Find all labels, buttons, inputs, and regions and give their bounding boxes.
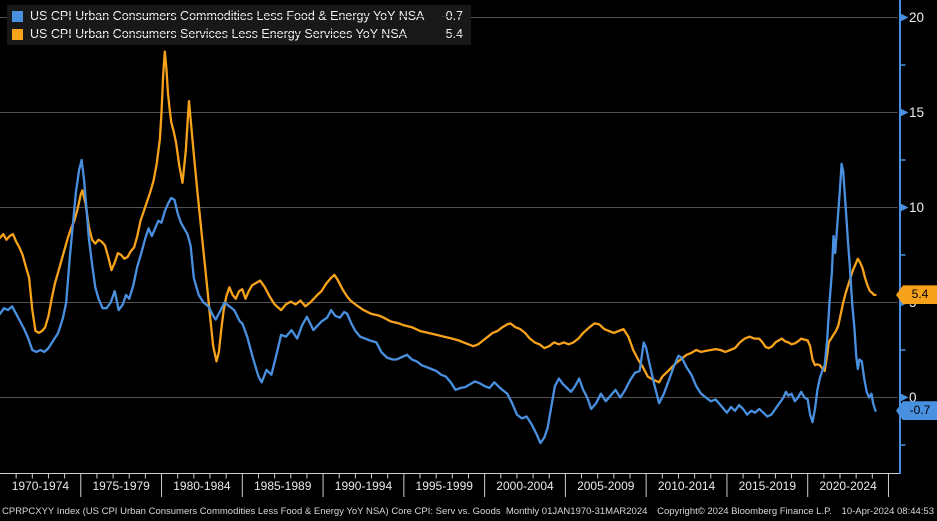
y-axis-label-10: 10 [909, 200, 925, 215]
x-axis-label-1995-1999: 1995-1999 [415, 479, 473, 493]
last-value-badge-commodities: -0.7 [896, 401, 937, 421]
series-line-commodities [0, 158, 877, 445]
x-axis-label-2015-2019: 2015-2019 [738, 479, 796, 493]
legend-item-commodities[interactable]: US CPI Urban Consumers Commodities Less … [12, 7, 466, 25]
y-major-tick-arrow [899, 108, 909, 117]
x-axis-label-1975-1979: 1975-1979 [92, 479, 150, 493]
y-axis-label-15: 15 [909, 105, 925, 120]
x-axis-label-2005-2009: 2005-2009 [577, 479, 635, 493]
x-axis-label-1990-1994: 1990-1994 [334, 479, 393, 493]
last-value-badge-services: 5.4 [896, 285, 937, 305]
y-axis-label-20: 20 [909, 10, 925, 25]
legend-value-commodities: -0.7 [441, 9, 463, 23]
legend-value-services: 5.4 [445, 27, 463, 41]
y-major-tick-arrow [899, 13, 909, 22]
legend-label-commodities: US CPI Urban Consumers Commodities Less … [30, 9, 425, 23]
x-axis-label-1970-1974: 1970-1974 [11, 479, 70, 493]
legend: US CPI Urban Consumers Commodities Less … [7, 5, 471, 45]
footer-copyright: Copyright© 2024 Bloomberg Finance L.P. [657, 505, 832, 517]
x-axis-label-2020-2024: 2020-2024 [819, 479, 877, 493]
y-major-tick-arrow [899, 393, 909, 402]
x-axis-label-2000-2004: 2000-2004 [496, 479, 554, 493]
legend-swatch-services-icon [12, 28, 23, 40]
legend-label-services: US CPI Urban Consumers Services Less Ene… [30, 27, 408, 41]
x-axis-label-1985-1989: 1985-1989 [253, 479, 312, 493]
legend-item-services[interactable]: US CPI Urban Consumers Services Less Ene… [12, 25, 466, 43]
x-axis-label-1980-1984: 1980-1984 [173, 479, 231, 493]
footer-timestamp: 10-Apr-2024 08:44:53 [841, 505, 934, 517]
footer-security-info: CPRPCXYY Index (US CPI Urban Consumers C… [2, 505, 648, 517]
x-axis-label-2010-2014: 2010-2014 [657, 479, 716, 493]
footer: CPRPCXYY Index (US CPI Urban Consumers C… [0, 503, 936, 519]
y-major-tick-arrow [899, 203, 909, 212]
series-line-services [0, 50, 877, 384]
y-axis-label-0: 0 [909, 390, 917, 405]
legend-swatch-commodities-icon [12, 10, 23, 22]
